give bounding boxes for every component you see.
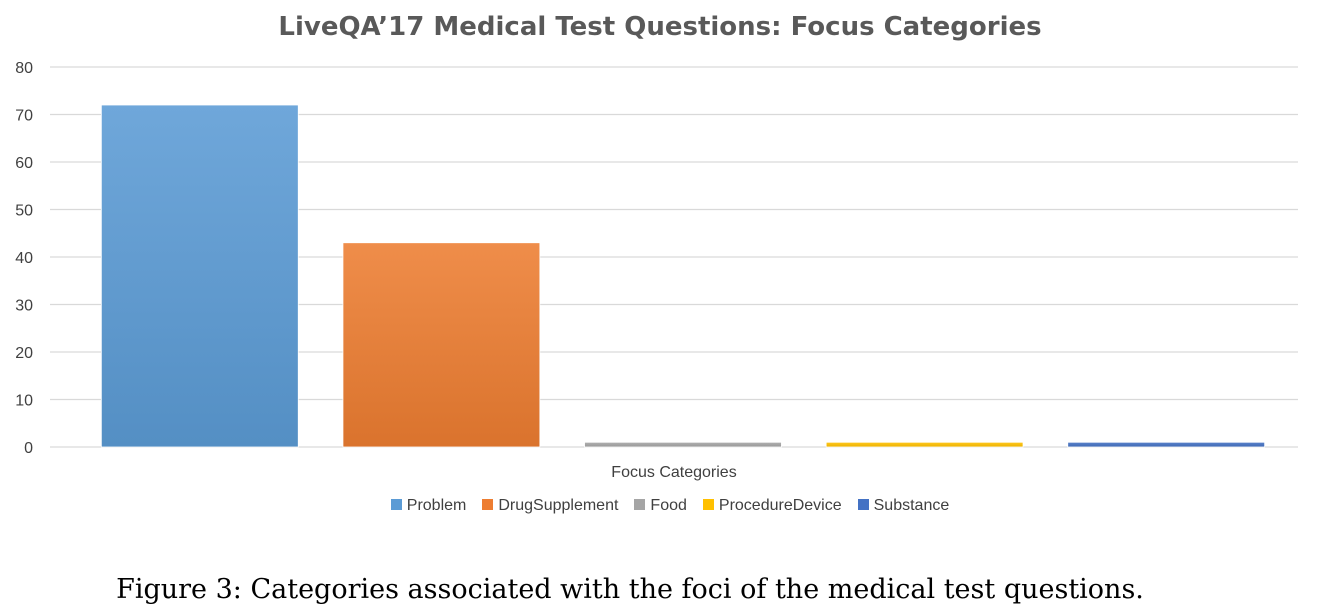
chart-title: LiveQA’17 Medical Test Questions: Focus …	[278, 12, 1041, 42]
legend-label: Problem	[406, 497, 467, 514]
y-tick-label: 40	[15, 250, 33, 267]
legend-item-problem: Problem	[390, 497, 467, 515]
chart: LiveQA’17 Medical Test Questions: Focus …	[15, 12, 1298, 481]
y-tick-label: 80	[15, 60, 33, 77]
bar-problem	[100, 104, 299, 448]
y-tick-label: 0	[24, 440, 33, 457]
y-tick-label: 10	[15, 393, 33, 410]
bars	[100, 104, 1266, 448]
y-tick-label: 70	[15, 108, 33, 125]
legend-item-substance: Substance	[857, 497, 950, 515]
legend-swatch	[857, 499, 869, 511]
chart-legend: Problem DrugSupplement Food ProcedureDevice…	[0, 497, 1340, 515]
legend-label: DrugSupplement	[498, 497, 619, 514]
figure-caption: Figure 3: Categories associated with the…	[116, 574, 1144, 605]
bar-proceduredevice	[825, 441, 1024, 448]
y-axis-ticks: 0 10 20 30 40 50 60 70 80	[15, 60, 33, 457]
legend-item-food: Food	[634, 497, 687, 515]
x-axis-label: Focus Categories	[611, 464, 736, 481]
legend-swatch	[702, 499, 714, 511]
y-tick-label: 60	[15, 155, 33, 172]
y-tick-label: 20	[15, 345, 33, 362]
legend-item-drugsupplement: DrugSupplement	[482, 497, 618, 515]
legend-swatch	[482, 499, 494, 511]
bar-drugsupplement	[342, 242, 541, 448]
y-tick-label: 30	[15, 298, 33, 315]
legend-label: ProcedureDevice	[718, 497, 842, 514]
bar-substance	[1067, 441, 1266, 448]
legend-label: Substance	[873, 497, 950, 514]
bar-food	[584, 441, 782, 448]
legend-swatch	[634, 499, 646, 511]
legend-item-proceduredevice: ProcedureDevice	[702, 497, 842, 515]
legend-swatch	[390, 499, 402, 511]
y-tick-label: 50	[15, 203, 33, 220]
legend-label: Food	[650, 497, 687, 514]
